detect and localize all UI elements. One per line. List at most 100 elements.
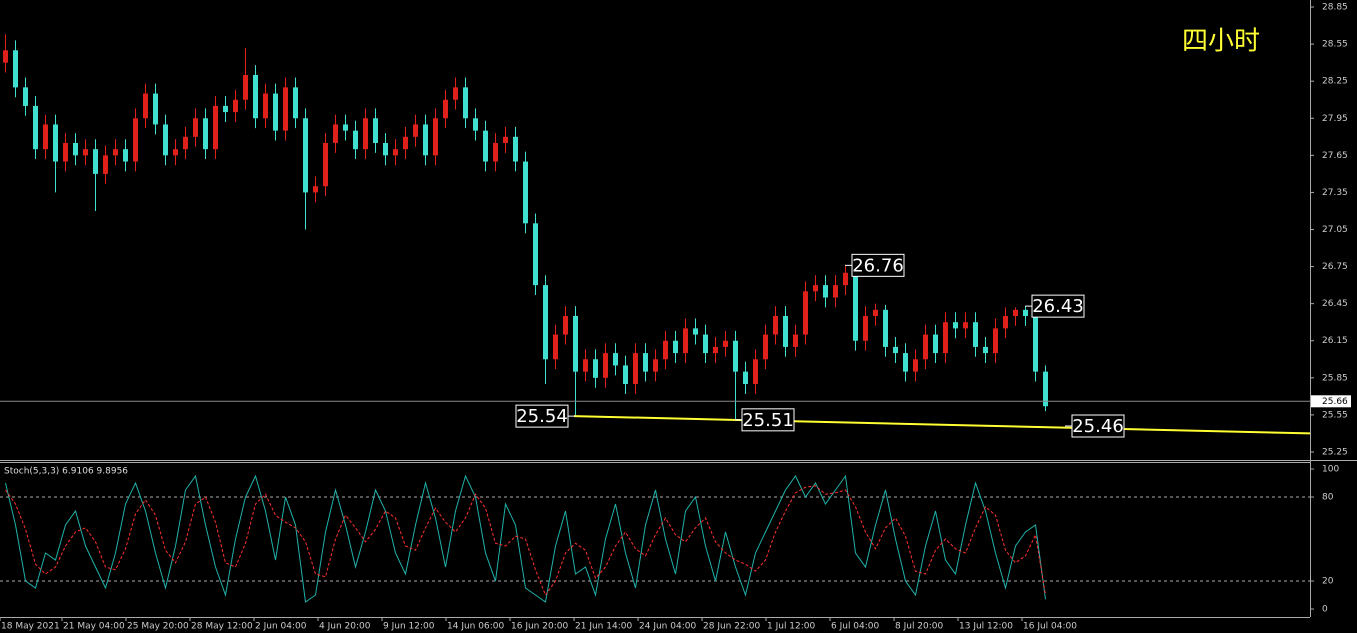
price-label: 26.43 bbox=[1032, 296, 1084, 317]
candle-body bbox=[773, 316, 778, 335]
candle-body bbox=[53, 124, 58, 162]
price-label: 25.54 bbox=[516, 406, 568, 427]
candle-body bbox=[823, 285, 828, 298]
stoch-line bbox=[5, 474, 1046, 603]
candle-body bbox=[763, 334, 768, 360]
y-tick-label: 80 bbox=[1322, 493, 1334, 503]
candle-body bbox=[843, 272, 848, 286]
x-tick-label: 24 Jun 04:00 bbox=[639, 622, 696, 632]
candle-body bbox=[593, 359, 598, 378]
candle-body bbox=[93, 149, 98, 174]
candle-body bbox=[813, 285, 818, 292]
x-tick-label: 16 Jun 20:00 bbox=[511, 622, 568, 632]
x-tick-label: 16 Jul 04:00 bbox=[1023, 622, 1077, 632]
y-tick-label: 28.55 bbox=[1322, 40, 1348, 50]
candle-body bbox=[953, 322, 958, 329]
candle-body bbox=[583, 359, 588, 372]
candle-body bbox=[563, 316, 568, 335]
y-tick-label: 27.65 bbox=[1322, 151, 1348, 161]
y-tick-label: 26.15 bbox=[1322, 336, 1348, 346]
candle-body bbox=[573, 316, 578, 372]
candle-body bbox=[223, 105, 228, 113]
candle-body bbox=[713, 346, 718, 354]
candle-body bbox=[23, 87, 28, 106]
candle-body bbox=[133, 118, 138, 162]
candle-body bbox=[163, 124, 168, 156]
candle-body bbox=[253, 75, 258, 119]
candle-body bbox=[483, 130, 488, 162]
candle-body bbox=[383, 142, 388, 156]
candle-body bbox=[923, 334, 928, 360]
candle-body bbox=[553, 334, 558, 360]
candle-body bbox=[33, 105, 38, 150]
candle-body bbox=[893, 346, 898, 354]
candle-body bbox=[83, 149, 88, 156]
candle-body bbox=[123, 149, 128, 162]
candle-body bbox=[363, 118, 368, 150]
candle-body bbox=[743, 371, 748, 384]
y-tick-label: 26.45 bbox=[1322, 299, 1348, 309]
candle-body bbox=[613, 353, 618, 366]
candle-body bbox=[623, 365, 628, 384]
x-tick-label: 8 Jul 20:00 bbox=[895, 622, 944, 632]
candle-body bbox=[513, 136, 518, 162]
candle-body bbox=[323, 142, 328, 187]
candle-body bbox=[523, 161, 528, 224]
candle-body bbox=[943, 322, 948, 354]
candle-body bbox=[443, 99, 448, 119]
candle-body bbox=[233, 99, 238, 113]
y-tick-label: 25.55 bbox=[1322, 410, 1348, 420]
candle-body bbox=[183, 136, 188, 150]
candle-body bbox=[403, 136, 408, 150]
candle-body bbox=[373, 118, 378, 143]
candle-body bbox=[343, 124, 348, 131]
candle-body bbox=[663, 340, 668, 360]
candle-body bbox=[313, 186, 318, 193]
candle-body bbox=[273, 93, 278, 131]
candle-body bbox=[983, 346, 988, 354]
y-tick-label: 25.85 bbox=[1322, 373, 1348, 383]
current-price-label: 25.66 bbox=[1322, 397, 1348, 407]
trendline bbox=[573, 415, 1311, 435]
candle-body bbox=[303, 118, 308, 193]
candle-body bbox=[963, 322, 968, 329]
candle-body bbox=[173, 149, 178, 156]
indicator-title: Stoch(5,3,3) 6.9106 9.8956 bbox=[4, 467, 128, 477]
y-tick-label: 26.75 bbox=[1322, 262, 1348, 272]
candle-body bbox=[423, 124, 428, 156]
candle-body bbox=[283, 87, 288, 131]
candle-body bbox=[673, 340, 678, 354]
candle-body bbox=[213, 105, 218, 150]
price-label-box bbox=[1031, 294, 1085, 318]
x-tick-label: 4 Jun 20:00 bbox=[319, 622, 371, 632]
candle-body bbox=[723, 340, 728, 347]
y-tick-label: 100 bbox=[1322, 465, 1339, 475]
candle-body bbox=[733, 340, 738, 372]
price-label-box bbox=[515, 404, 569, 428]
candle-body bbox=[633, 353, 638, 384]
y-tick-label: 25.25 bbox=[1322, 447, 1348, 457]
candle-body bbox=[333, 124, 338, 143]
candle-body bbox=[203, 118, 208, 150]
current-price-box bbox=[1311, 395, 1351, 408]
candle-body bbox=[873, 309, 878, 317]
stoch-line bbox=[5, 485, 1046, 597]
price-label: 25.51 bbox=[742, 410, 794, 431]
candle-body bbox=[1023, 309, 1028, 317]
x-tick-label: 25 May 20:00 bbox=[127, 622, 189, 632]
candle-body bbox=[683, 328, 688, 354]
candle-body bbox=[533, 223, 538, 286]
candle-body bbox=[1033, 316, 1038, 372]
x-tick-label: 13 Jul 12:00 bbox=[959, 622, 1013, 632]
price-label-box bbox=[851, 253, 905, 277]
candle-body bbox=[903, 353, 908, 372]
candle-body bbox=[973, 322, 978, 347]
candle-body bbox=[833, 285, 838, 298]
candle-body bbox=[243, 75, 248, 100]
price-label: 26.76 bbox=[852, 255, 904, 276]
price-label-box bbox=[741, 408, 795, 432]
candle-body bbox=[463, 87, 468, 119]
candle-body bbox=[693, 328, 698, 335]
